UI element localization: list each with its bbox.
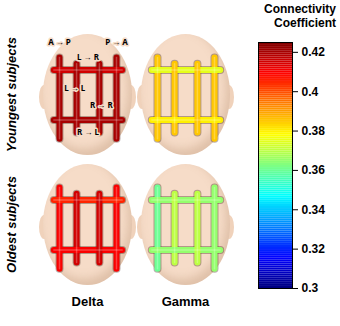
svg-text:0.38: 0.38 bbox=[302, 124, 326, 138]
svg-text:0.34: 0.34 bbox=[302, 203, 326, 217]
svg-text:0.32: 0.32 bbox=[302, 242, 326, 256]
html-text:Oldest subjects: Oldest subjects bbox=[4, 176, 19, 273]
html-text:Delta: Delta bbox=[71, 294, 104, 309]
svg-text:R → R: R → R bbox=[90, 99, 113, 110]
svg-text:R → L: R → L bbox=[77, 126, 99, 137]
svg-text:A → P: A → P bbox=[48, 36, 71, 47]
html-text:Youngest subjects: Youngest subjects bbox=[4, 37, 19, 153]
svg-text:L → L: L → L bbox=[64, 82, 86, 93]
svg-text:P → A: P → A bbox=[105, 36, 128, 47]
html-text:Gamma: Gamma bbox=[161, 294, 210, 309]
svg-text:0.36: 0.36 bbox=[302, 163, 326, 177]
html-text:Connectivity Coefficient: Connectivity Coefficient bbox=[264, 2, 336, 30]
svg-text:0.42: 0.42 bbox=[302, 45, 326, 59]
svg-text:0.4: 0.4 bbox=[302, 85, 319, 99]
svg-text:L → R: L → R bbox=[77, 51, 100, 62]
svg-text:0.3: 0.3 bbox=[302, 281, 319, 295]
